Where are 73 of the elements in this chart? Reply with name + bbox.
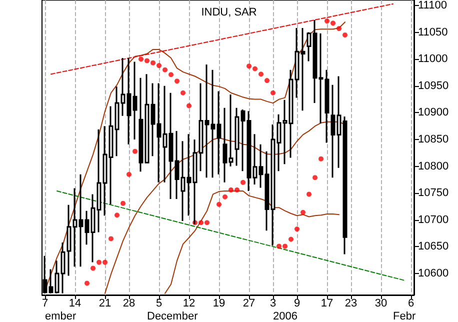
x-tick-label: 27 — [242, 298, 256, 310]
point — [324, 18, 330, 24]
point — [162, 67, 168, 72]
point — [342, 32, 348, 38]
y-tick-label: 11100 — [418, 0, 447, 12]
x-tick-label: 30 — [374, 298, 388, 310]
point — [150, 60, 156, 66]
point — [252, 66, 258, 72]
point — [126, 172, 132, 177]
x-tick-label: 6 — [408, 298, 414, 310]
point — [240, 180, 246, 185]
point — [246, 64, 252, 69]
point — [144, 58, 150, 64]
x-tick-label: 19 — [212, 298, 226, 310]
text: INDU, SAR — [201, 6, 257, 18]
point — [282, 244, 288, 249]
point — [120, 200, 126, 206]
point — [102, 260, 108, 265]
point — [216, 202, 222, 207]
point — [114, 212, 120, 218]
point — [306, 192, 312, 197]
point — [336, 26, 342, 32]
text: ember — [45, 310, 77, 322]
x-tick-label: 7 — [42, 298, 48, 310]
point — [300, 210, 306, 215]
point — [84, 280, 90, 286]
x-tick-label: 21 — [98, 298, 112, 310]
point — [174, 78, 180, 84]
point — [312, 175, 318, 180]
point — [198, 220, 204, 226]
y-tick-label: 11050 — [418, 26, 448, 38]
point — [228, 187, 234, 192]
x-tick-label: 9 — [294, 298, 300, 310]
point — [330, 20, 336, 26]
point — [156, 63, 162, 68]
line-series — [104, 121, 346, 294]
point — [138, 56, 144, 62]
point — [186, 103, 192, 108]
point — [288, 236, 294, 242]
x-tick-label: 17 — [320, 298, 334, 310]
point — [204, 220, 210, 226]
y-tick-label: 10900 — [418, 106, 449, 119]
y-tick-label: 10800 — [418, 160, 449, 172]
point — [294, 226, 300, 232]
x-tick-label: 23 — [344, 298, 358, 310]
y-tick-label: 10850 — [418, 134, 449, 146]
x-tick-label: 12 — [182, 298, 196, 310]
x-tick-label: 3 — [270, 298, 276, 310]
x-tick-label: 14 — [68, 298, 82, 310]
point — [96, 260, 102, 265]
text: December — [147, 310, 198, 322]
point — [264, 78, 270, 84]
point — [270, 90, 276, 96]
x-tick-label: 28 — [122, 298, 136, 310]
y-tick-label: 10750 — [418, 187, 449, 200]
point — [276, 244, 282, 249]
point — [318, 156, 324, 162]
x-tick-label: 5 — [156, 298, 162, 310]
point — [258, 72, 264, 77]
point — [108, 236, 114, 242]
y-tick-label: 10650 — [418, 240, 449, 253]
point — [90, 266, 96, 271]
y-tick-label: 10700 — [418, 214, 449, 226]
y-tick-label: 10600 — [418, 268, 449, 280]
y-tick-label: 11000 — [418, 53, 448, 66]
text: 2006 — [273, 310, 298, 322]
point — [234, 187, 240, 192]
point — [132, 148, 138, 154]
text: Febr — [393, 310, 416, 322]
y-tick-label: 10950 — [418, 80, 449, 92]
point — [180, 90, 186, 96]
point — [222, 194, 228, 200]
point — [168, 72, 174, 78]
